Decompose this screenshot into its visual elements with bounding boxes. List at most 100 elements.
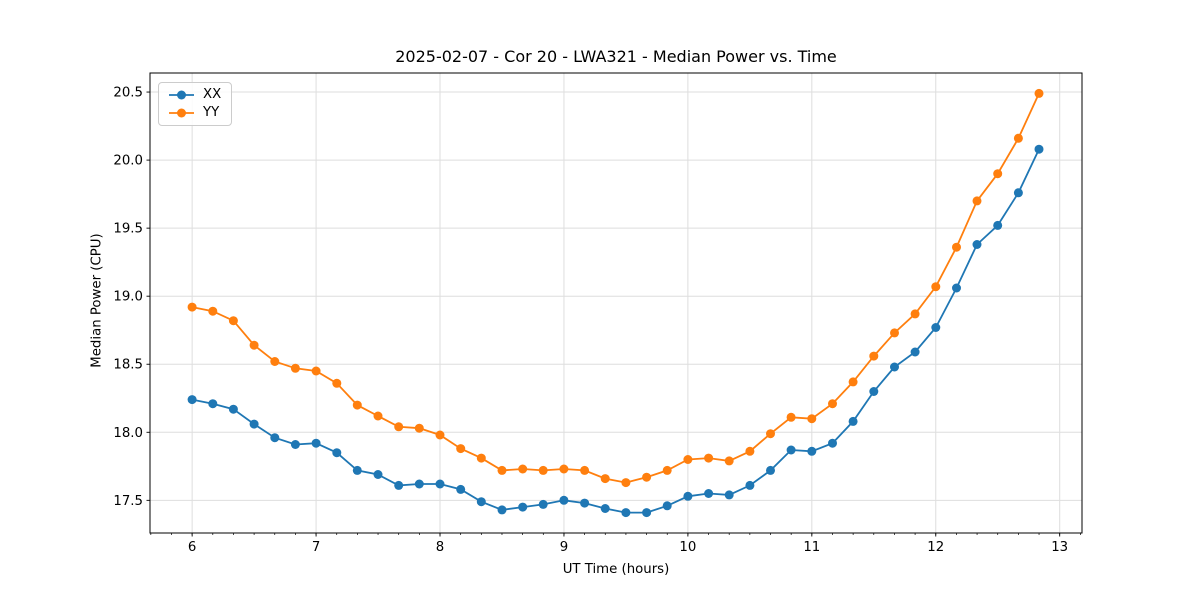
x-tick-label: 8	[436, 540, 444, 555]
legend-item-xx: XX	[168, 88, 221, 102]
series-yy-point	[394, 422, 404, 432]
series-yy-point	[1013, 133, 1023, 143]
series-yy-point	[972, 196, 982, 206]
series-yy-point	[559, 464, 569, 474]
series-yy-point	[332, 378, 342, 388]
series-yy-point	[270, 357, 280, 366]
series-yy-point	[311, 366, 321, 376]
series-xx-point	[662, 501, 672, 511]
series-yy-point	[745, 446, 755, 456]
series-yy-point	[600, 474, 610, 484]
series-xx-point	[270, 433, 280, 443]
series-xx-point	[1013, 188, 1023, 198]
legend: XX YY	[158, 82, 233, 126]
series-yy-point	[704, 453, 714, 463]
series-xx-line	[191, 148, 1040, 514]
series-xx-point	[373, 470, 383, 479]
series-xx-point	[869, 387, 879, 396]
series-yy-point	[414, 423, 424, 433]
legend-item-yy: YY	[168, 106, 221, 120]
series-yy-line	[191, 93, 1040, 484]
legend-marker-xx-icon	[169, 90, 194, 100]
series-yy-point	[931, 282, 941, 292]
series-yy-point	[993, 169, 1003, 179]
series-yy-point	[373, 411, 383, 421]
y-axis-label: Median Power (CPU)	[89, 233, 105, 368]
series-yy-point	[662, 465, 672, 475]
series-yy-point	[786, 412, 796, 422]
series-xx-point	[890, 362, 899, 372]
series-xx-point	[538, 499, 548, 509]
series-xx-point	[683, 491, 693, 501]
series-yy-point	[476, 453, 486, 463]
series-xx-point	[414, 479, 424, 489]
series-yy-point	[290, 363, 300, 373]
series-xx-point	[724, 490, 734, 500]
series-yy-point	[724, 456, 734, 466]
x-tick-label: 9	[560, 540, 568, 555]
series-yy-point	[910, 309, 920, 319]
series-xx-point	[352, 465, 362, 475]
series-xx-point	[642, 508, 652, 518]
y-tick-label: 20.5	[113, 86, 143, 101]
legend-label-xx: XX	[203, 87, 222, 102]
series-yy-point	[683, 455, 693, 464]
series-xx-point	[993, 220, 1003, 230]
series-yy-point	[890, 328, 899, 338]
x-tick-label: 6	[188, 540, 196, 555]
y-tick-label: 18.5	[113, 358, 143, 373]
series-xx-point	[848, 416, 858, 426]
x-tick-label: 10	[679, 540, 696, 555]
series-xx-point	[518, 502, 528, 512]
series-xx-point	[807, 446, 817, 456]
series-xx-point	[600, 504, 610, 513]
series-xx-point	[910, 347, 920, 357]
series-xx-point	[228, 404, 238, 414]
series-xx-point	[394, 480, 404, 490]
y-tick-label: 19.0	[113, 290, 143, 305]
series-yy-point	[848, 377, 858, 387]
series-xx-point	[952, 283, 961, 293]
x-tick-label: 13	[1051, 540, 1068, 555]
y-tick-label: 20.0	[113, 154, 143, 169]
series-yy-point	[435, 430, 445, 440]
series-xx-point	[208, 399, 218, 409]
series-xx-point	[828, 438, 837, 448]
series-yy-point	[828, 399, 837, 409]
series-xx-point	[456, 484, 466, 494]
series-xx-point	[1034, 144, 1044, 154]
series-yy-point	[456, 444, 466, 454]
plot-border	[149, 72, 1083, 534]
series-xx-point	[559, 495, 569, 505]
legend-marker-yy-icon	[169, 108, 194, 118]
series-xx-point	[435, 479, 445, 489]
series-yy-point	[497, 465, 507, 475]
series-yy-point	[518, 464, 528, 474]
series-xx-point	[311, 438, 321, 448]
series-yy-point	[187, 302, 197, 312]
series-xx-point	[497, 505, 507, 515]
x-tick-label: 12	[927, 540, 944, 555]
series-xx-point	[972, 240, 982, 249]
legend-label-yy: YY	[203, 105, 220, 120]
series-xx-point	[621, 508, 631, 518]
y-tick-label: 17.5	[113, 494, 143, 509]
series-xx-point	[766, 465, 775, 475]
series-yy-point	[208, 306, 218, 316]
series-yy-point	[642, 472, 652, 482]
series-xx-point	[580, 498, 590, 508]
series-xx-point	[931, 323, 941, 332]
series-yy-point	[766, 429, 775, 439]
series-yy-point	[580, 465, 590, 475]
x-axis-label: UT Time (hours)	[562, 562, 670, 577]
chart-title: 2025-02-07 - Cor 20 - LWA321 - Median Po…	[395, 47, 837, 66]
series-xx-point	[249, 419, 259, 429]
series-yy-point	[228, 316, 238, 326]
series-yy-point	[249, 340, 259, 350]
series-yy-point	[869, 351, 879, 361]
series-xx-point	[786, 445, 796, 455]
series-yy-point	[952, 242, 961, 252]
series-xx-point	[290, 440, 300, 449]
